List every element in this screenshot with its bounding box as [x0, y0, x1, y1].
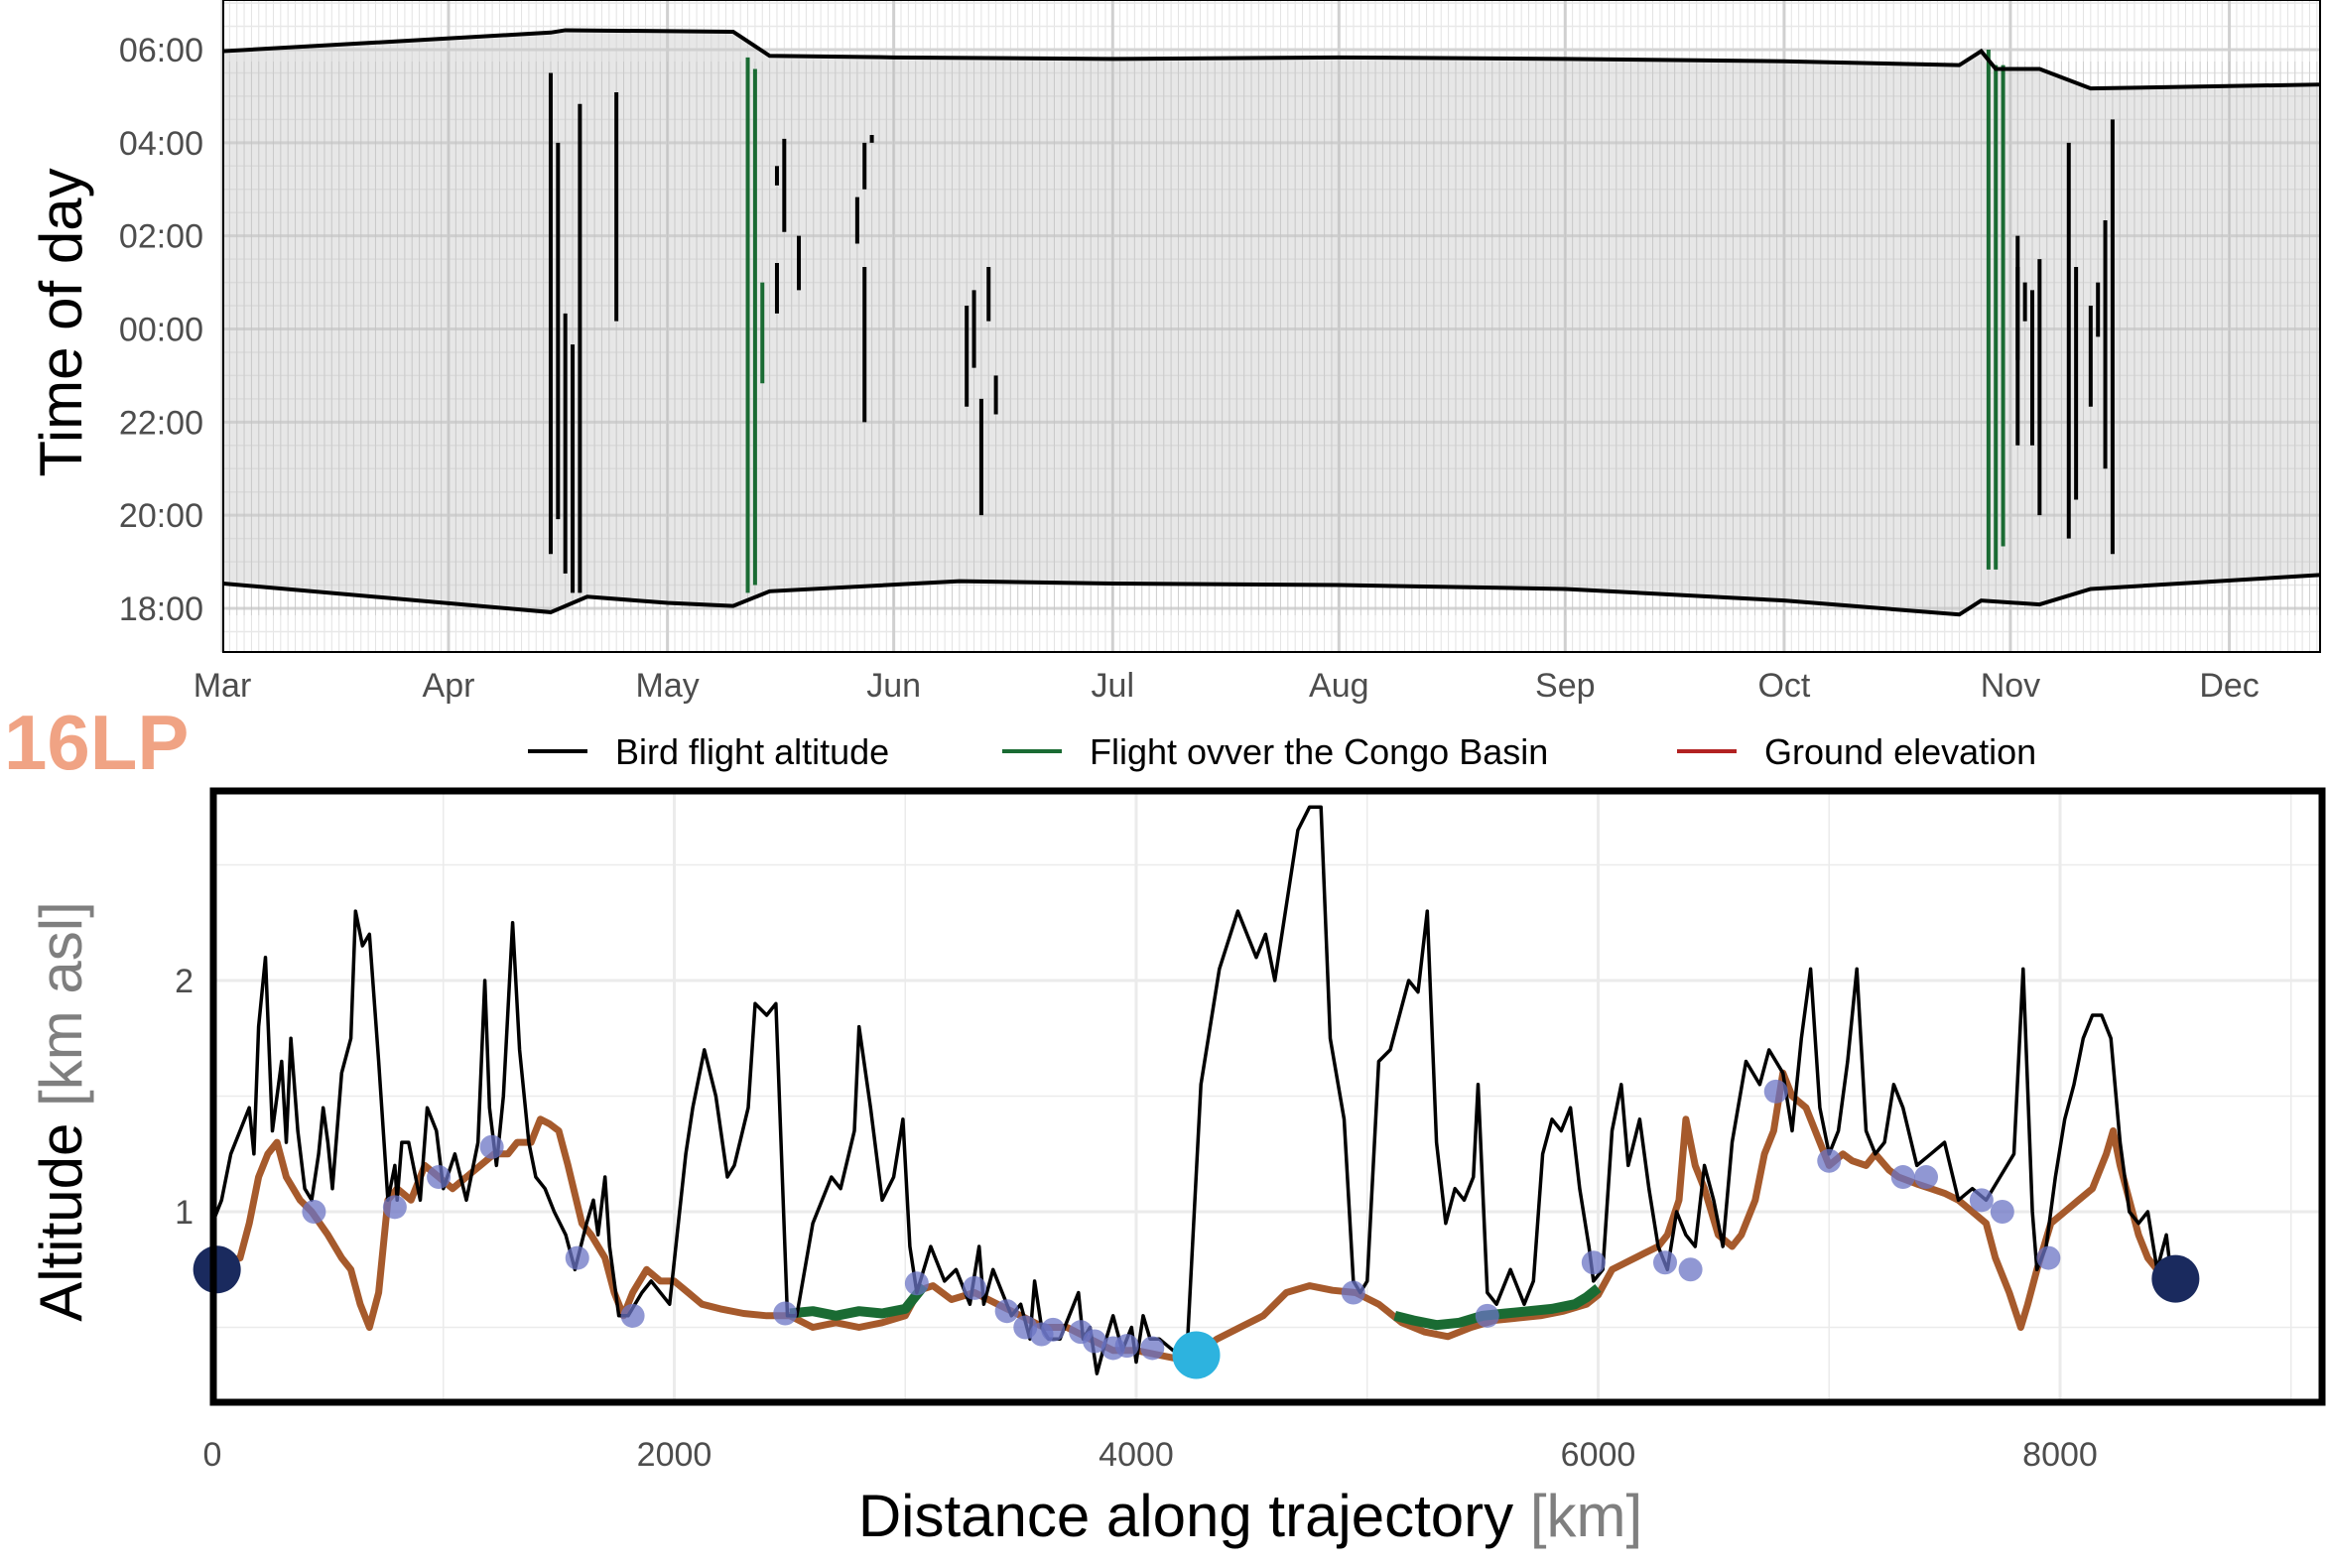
congo-segment-1 [789, 1282, 928, 1321]
top-x-tick-label: Dec [2199, 667, 2259, 705]
stopover-marker [1817, 1148, 1842, 1173]
top-x-tick-label: Aug [1309, 667, 1369, 705]
top-y-tick-label: 02:00 [119, 218, 203, 256]
bottom-y-ticks: 12 [175, 963, 194, 1232]
stopover-marker [1990, 1200, 2014, 1224]
stopover-marker [1041, 1317, 1066, 1342]
start-end-marker [2151, 1254, 2200, 1303]
top-plot-frame [222, 0, 2321, 653]
legend-label: Flight ovver the Congo Basin [1090, 731, 1548, 772]
top-y-tick-label: 20:00 [119, 497, 203, 535]
altitude-profile-chart: 0 2000 4000 6000 8000 12 Distance along traj… [28, 787, 2326, 1549]
bottom-y-axis-title-main: Altitude [28, 1107, 94, 1322]
stopover-marker [963, 1275, 987, 1300]
stopover-marker [479, 1134, 504, 1159]
stopover-marker [1652, 1250, 1677, 1275]
start-end-marker [193, 1245, 241, 1294]
top-x-tick-label: Oct [1757, 667, 1810, 705]
night-band-fill [223, 30, 2320, 615]
night-boundaries [222, 28, 2321, 617]
stopover-marker [1475, 1303, 1499, 1328]
ground-elevation-line [210, 1069, 2173, 1364]
bottom-x-tick-label: 4000 [1099, 1436, 1174, 1474]
stopover-marker [1678, 1257, 1703, 1282]
stopover-marker [1114, 1334, 1139, 1359]
top-x-tick-label: Apr [423, 667, 475, 705]
legend-label: Bird flight altitude [615, 731, 889, 772]
top-x-tick-label: Nov [1981, 667, 2040, 705]
bottom-series [210, 805, 2175, 1375]
stopover-marker [1083, 1329, 1107, 1354]
night-band [223, 30, 2320, 615]
bottom-x-axis-title-main: Distance along trajectory [858, 1483, 1530, 1549]
stopover-marker [1914, 1165, 1939, 1190]
bottom-plot-frame [209, 787, 2326, 1406]
top-x-tick-label: Jul [1092, 667, 1134, 705]
stopover-marker [773, 1301, 798, 1326]
turnaround-marker [1172, 1331, 1221, 1379]
stopover-marker [1969, 1188, 1994, 1213]
congo-segment-2 [1393, 1283, 1602, 1331]
bottom-y-axis-title-unit: [km asl] [28, 901, 94, 1107]
stopover-marker [904, 1271, 929, 1296]
night-flight-chart: 06:00 04:00 02:00 00:00 22:00 20:00 18:00 Mar A… [28, 0, 2321, 705]
top-y-axis-title: Time of day [28, 168, 94, 476]
flight-bars [548, 50, 2115, 593]
top-y-tick-label: 18:00 [119, 590, 203, 628]
bottom-x-tick-label: 8000 [2022, 1436, 2098, 1474]
top-x-tick-label: Mar [194, 667, 252, 705]
stopover-marker [1763, 1079, 1788, 1104]
top-y-tick-label: 00:00 [119, 312, 203, 349]
bottom-x-axis-title: Distance along trajectory [km] [858, 1483, 1642, 1549]
stopover-marker [620, 1303, 645, 1328]
legend: Bird flight altitude Flight ovver the Con… [528, 731, 2036, 772]
stopover-marker [565, 1245, 589, 1270]
top-y-tick-label: 04:00 [119, 125, 203, 163]
stopover-marker [994, 1299, 1019, 1324]
stopover-marker [2036, 1245, 2061, 1270]
stopover-marker [1890, 1165, 1915, 1190]
top-y-tick-label: 06:00 [119, 32, 203, 69]
flight-altitude-line [210, 805, 2175, 1375]
bottom-y-tick-label: 2 [175, 963, 194, 1000]
stopover-marker [382, 1195, 407, 1220]
stopover-marker [1140, 1336, 1165, 1361]
panel-label: 16LP [4, 699, 189, 786]
night-end-line [222, 28, 2321, 91]
top-y-tick-label: 22:00 [119, 404, 203, 442]
bottom-x-axis-title-unit: [km] [1530, 1483, 1642, 1549]
top-x-tick-label: Sep [1535, 667, 1596, 705]
stopover-marker [1341, 1280, 1365, 1305]
bottom-markers [193, 1079, 2200, 1379]
legend-label: Ground elevation [1764, 731, 2036, 772]
top-x-tick-label: May [636, 667, 700, 705]
bottom-x-tick-label: 2000 [637, 1436, 712, 1474]
bottom-x-ticks: 0 2000 4000 6000 8000 [203, 1436, 2098, 1474]
top-x-tick-label: Jun [866, 667, 921, 705]
bottom-y-tick-label: 1 [175, 1194, 194, 1232]
top-x-ticks: Mar Apr May Jun Jul Aug Sep Oct Nov Dec [194, 667, 2260, 705]
stopover-marker [1581, 1250, 1606, 1275]
stopover-marker [427, 1165, 452, 1190]
bottom-x-tick-label: 6000 [1561, 1436, 1636, 1474]
bottom-x-tick-label: 0 [203, 1436, 222, 1474]
stopover-marker [302, 1200, 326, 1224]
night-start-line [222, 573, 2321, 617]
top-y-ticks: 06:00 04:00 02:00 00:00 22:00 20:00 18:00 [119, 32, 203, 628]
bottom-y-axis-title: Altitude [km asl] [28, 901, 94, 1322]
